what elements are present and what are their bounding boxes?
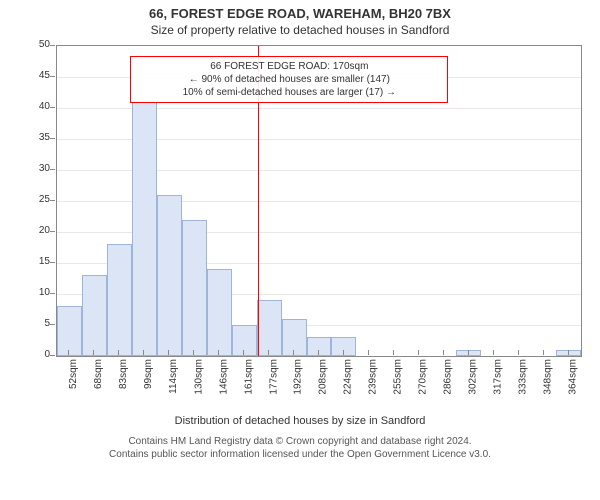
histogram-bar (556, 350, 581, 356)
footer-line-1: Contains HM Land Registry data © Crown c… (0, 435, 600, 448)
y-tick: 15 (28, 256, 50, 267)
histogram-bar (82, 275, 107, 356)
annotation-line-1: 66 FOREST EDGE ROAD: 170sqm (137, 60, 441, 73)
y-tick: 10 (28, 287, 50, 298)
annotation-line-3: 10% of semi-detached houses are larger (… (137, 86, 441, 99)
y-tick: 20 (28, 225, 50, 236)
y-tick: 40 (28, 101, 50, 112)
annotation-box: 66 FOREST EDGE ROAD: 170sqm← 90% of deta… (130, 56, 448, 103)
plot-area: 66 FOREST EDGE ROAD: 170sqm← 90% of deta… (56, 45, 582, 357)
histogram-bar (331, 337, 356, 356)
y-tick: 30 (28, 163, 50, 174)
y-tick: 25 (28, 194, 50, 205)
footer-attribution: Contains HM Land Registry data © Crown c… (0, 435, 600, 461)
footer-line-2: Contains public sector information licen… (0, 448, 600, 461)
histogram-bar (207, 269, 232, 356)
y-tick: 50 (28, 39, 50, 50)
page-subtitle: Size of property relative to detached ho… (0, 23, 600, 37)
histogram-chart: Number of detached properties 66 FOREST … (0, 37, 600, 417)
histogram-bar (182, 220, 207, 356)
histogram-bar (456, 350, 481, 356)
y-tick: 45 (28, 70, 50, 81)
y-tick: 5 (28, 318, 50, 329)
annotation-line-2: ← 90% of detached houses are smaller (14… (137, 73, 441, 86)
y-tick: 0 (28, 349, 50, 360)
histogram-bar (157, 195, 182, 356)
histogram-bar (132, 102, 157, 356)
page-title: 66, FOREST EDGE ROAD, WAREHAM, BH20 7BX (0, 6, 600, 21)
histogram-bar (257, 300, 282, 356)
histogram-bar (57, 306, 82, 356)
y-tick: 35 (28, 132, 50, 143)
histogram-bar (107, 244, 132, 356)
